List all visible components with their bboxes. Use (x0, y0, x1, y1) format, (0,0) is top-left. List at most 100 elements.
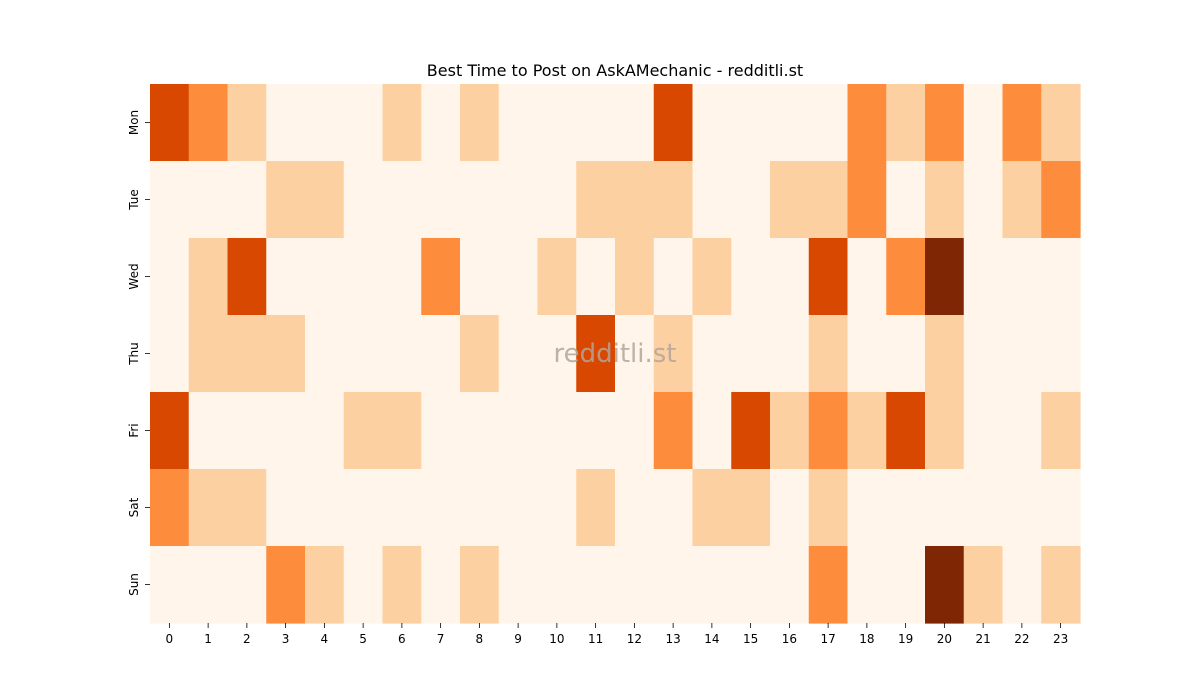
heatmap-cell-tue-8 (460, 161, 500, 239)
heatmap-cell-wed-17 (808, 238, 849, 316)
heatmap-cell-thu-9 (498, 315, 539, 393)
x-tick-label: 1 (204, 632, 212, 646)
heatmap-cell-mon-5 (343, 84, 384, 162)
heatmap-cell-sun-23 (1041, 546, 1081, 624)
heatmap-cell-sun-2 (227, 546, 267, 624)
heatmap-cell-wed-5 (343, 238, 384, 316)
heatmap-cell-tue-10 (537, 161, 577, 239)
x-tick-label: 21 (975, 632, 990, 646)
x-tick-label: 7 (437, 632, 445, 646)
heatmap-cell-mon-23 (1041, 84, 1081, 162)
heatmap-cell-tue-1 (188, 161, 229, 239)
heatmap-cell-wed-13 (653, 238, 694, 316)
heatmap-cell-tue-13 (653, 161, 694, 239)
heatmap-cell-sun-18 (847, 546, 887, 624)
heatmap-cell-wed-10 (537, 238, 577, 316)
heatmap-cell-mon-8 (460, 84, 500, 162)
heatmap-cell-wed-14 (692, 238, 732, 316)
heatmap-cell-tue-15 (731, 161, 771, 239)
x-tick-label: 3 (282, 632, 290, 646)
heatmap-cell-tue-20 (925, 161, 965, 239)
heatmap-cell-tue-3 (266, 161, 306, 239)
heatmap-cell-sun-0 (150, 546, 190, 624)
x-tick-label: 10 (549, 632, 564, 646)
heatmap-cell-wed-19 (886, 238, 926, 316)
heatmap-cell-sun-11 (576, 546, 616, 624)
heatmap-cell-mon-2 (227, 84, 267, 162)
heatmap-cell-thu-7 (421, 315, 461, 393)
heatmap-cell-sat-12 (615, 469, 655, 547)
heatmap-cell-sat-10 (537, 469, 577, 547)
heatmap-cell-mon-3 (266, 84, 306, 162)
x-tick-label: 2 (243, 632, 251, 646)
x-tick-label: 12 (627, 632, 642, 646)
heatmap-cell-tue-18 (847, 161, 887, 239)
heatmap-cell-mon-13 (653, 84, 694, 162)
x-tick-label: 22 (1014, 632, 1029, 646)
heatmap-cell-tue-17 (808, 161, 849, 239)
heatmap-cell-wed-2 (227, 238, 267, 316)
heatmap-cell-tue-19 (886, 161, 926, 239)
heatmap-cell-tue-4 (305, 161, 345, 239)
heatmap-cell-thu-14 (692, 315, 732, 393)
x-tick-label: 15 (743, 632, 758, 646)
heatmap-cell-wed-6 (382, 238, 422, 316)
chart-title: Best Time to Post on AskAMechanic - redd… (427, 61, 803, 80)
heatmap-cell-thu-15 (731, 315, 771, 393)
x-tick-label: 14 (704, 632, 719, 646)
heatmap-cell-mon-17 (808, 84, 849, 162)
heatmap-cell-mon-1 (188, 84, 229, 162)
heatmap-cell-sat-2 (227, 469, 267, 547)
heatmap-cell-fri-3 (266, 392, 306, 470)
heatmap-cell-fri-10 (537, 392, 577, 470)
x-tick-label: 23 (1053, 632, 1068, 646)
heatmap-cell-thu-20 (925, 315, 965, 393)
heatmap-cell-sun-5 (343, 546, 384, 624)
heatmap-cell-sun-16 (770, 546, 810, 624)
x-tick-label: 13 (665, 632, 680, 646)
heatmap-cell-mon-21 (963, 84, 1004, 162)
heatmap-cell-fri-5 (343, 392, 384, 470)
heatmap-cell-sat-5 (343, 469, 384, 547)
heatmap-cell-sat-11 (576, 469, 616, 547)
heatmap-cell-fri-6 (382, 392, 422, 470)
heatmap-cell-wed-21 (963, 238, 1004, 316)
heatmap-cell-mon-10 (537, 84, 577, 162)
x-tick-label: 5 (359, 632, 367, 646)
x-tick-label: 11 (588, 632, 603, 646)
heatmap-cell-sat-17 (808, 469, 849, 547)
heatmap-cell-wed-3 (266, 238, 306, 316)
heatmap-cell-fri-2 (227, 392, 267, 470)
x-tick-label: 9 (514, 632, 522, 646)
heatmap-cell-sat-0 (150, 469, 190, 547)
heatmap-cell-fri-12 (615, 392, 655, 470)
heatmap-cell-fri-9 (498, 392, 539, 470)
heatmap-cell-sat-14 (692, 469, 732, 547)
heatmap-cell-tue-0 (150, 161, 190, 239)
y-tick-label: Mon (127, 110, 141, 135)
heatmap-cell-wed-18 (847, 238, 887, 316)
heatmap-cell-sun-6 (382, 546, 422, 624)
heatmap-cell-sat-7 (421, 469, 461, 547)
heatmap-cell-thu-1 (188, 315, 229, 393)
x-axis: 0 1 2 3 4 5 6 7 8 9 10 11 12 13 14 15 16 17 18 19 20 21 22 23 (166, 623, 1068, 646)
heatmap-cell-mon-4 (305, 84, 345, 162)
x-tick-label: 6 (398, 632, 406, 646)
heatmap-cell-sat-18 (847, 469, 887, 547)
heatmap-cell-mon-20 (925, 84, 965, 162)
heatmap-cell-sat-16 (770, 469, 810, 547)
heatmap-cell-mon-0 (150, 84, 190, 162)
y-tick-label: Wed (127, 263, 141, 289)
y-tick-label: Sun (127, 573, 141, 596)
heatmap-cell-sun-15 (731, 546, 771, 624)
heatmap-cell-mon-12 (615, 84, 655, 162)
heatmap-cell-thu-11 (576, 315, 616, 393)
heatmap-cell-tue-11 (576, 161, 616, 239)
heatmap-cell-mon-14 (692, 84, 732, 162)
heatmap-cell-fri-13 (653, 392, 694, 470)
heatmap-cell-mon-15 (731, 84, 771, 162)
heatmap-cell-thu-10 (537, 315, 577, 393)
heatmap-cell-sat-23 (1041, 469, 1081, 547)
heatmap-cell-thu-3 (266, 315, 306, 393)
heatmap-cell-thu-4 (305, 315, 345, 393)
